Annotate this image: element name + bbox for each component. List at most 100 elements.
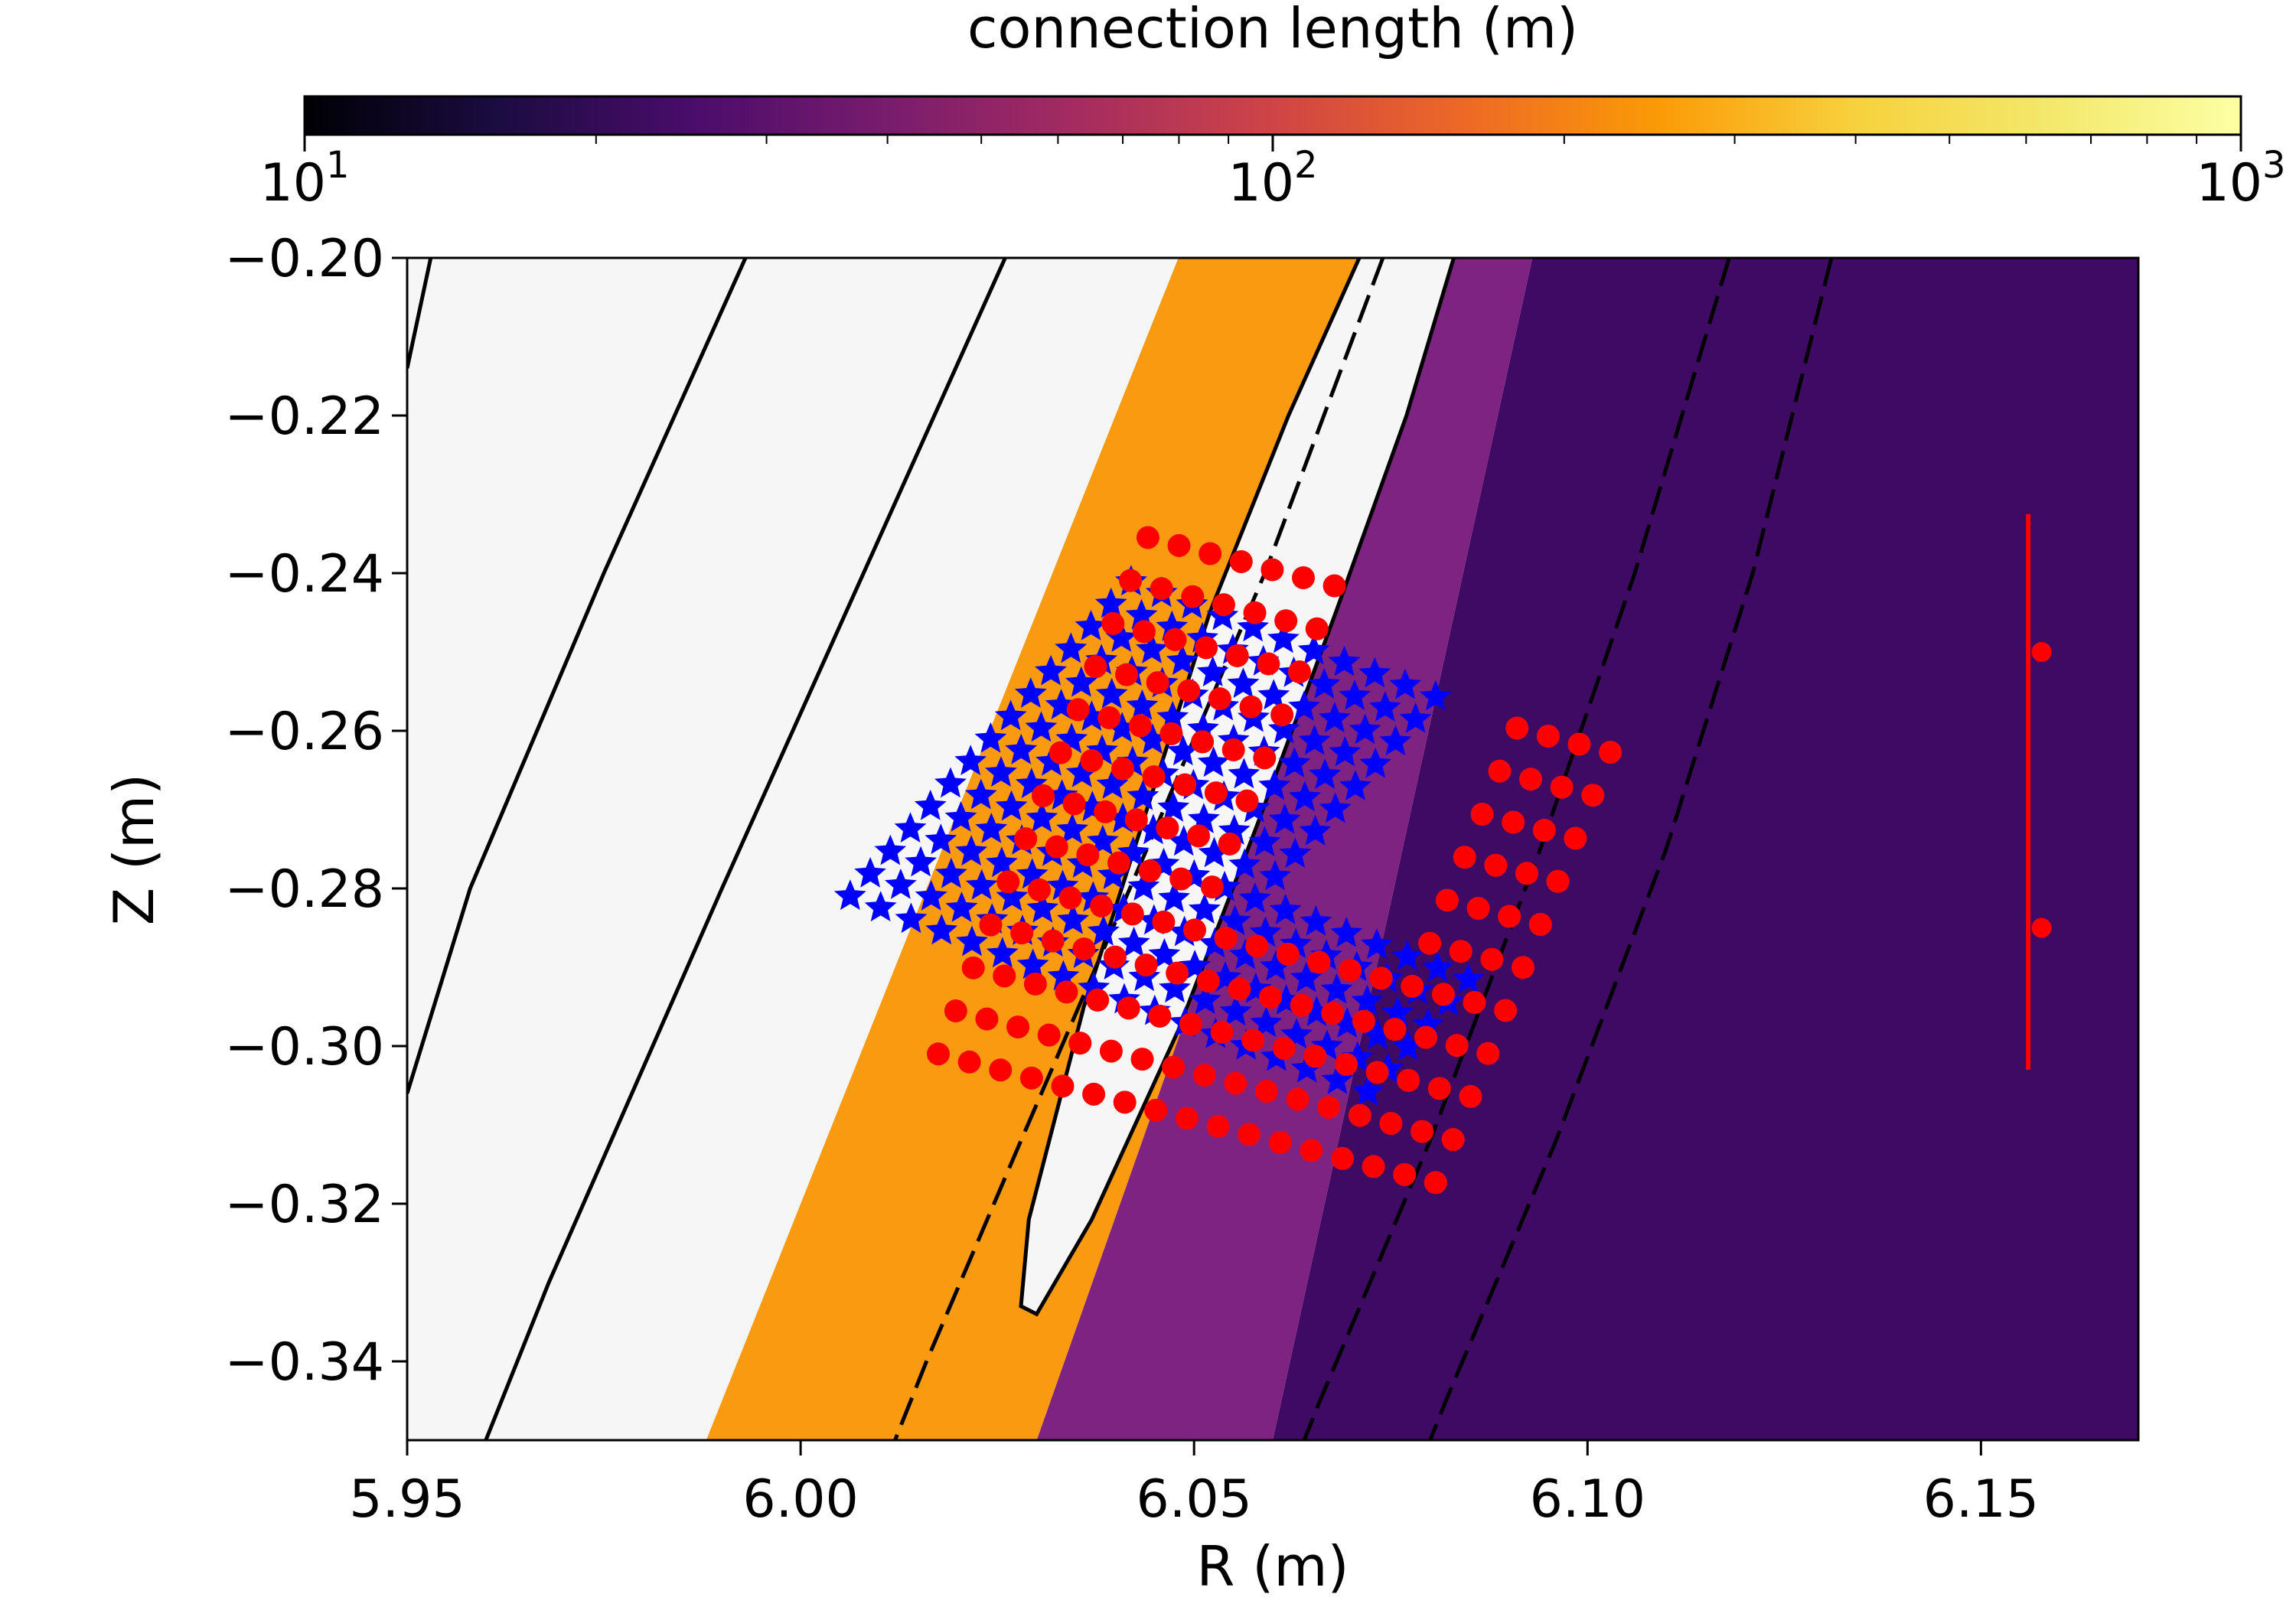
dot-marker <box>1167 533 1191 557</box>
star-marker <box>1297 634 1330 665</box>
dot-marker <box>1152 910 1176 934</box>
star-marker <box>956 925 988 957</box>
dot-marker <box>1208 687 1231 711</box>
dot-marker <box>1037 1023 1061 1047</box>
dot-marker <box>1210 1020 1234 1044</box>
dot-marker <box>1072 937 1096 961</box>
dot-marker <box>1134 953 1158 977</box>
dot-marker <box>1229 549 1253 573</box>
star-marker <box>945 892 978 922</box>
star-marker <box>1391 1030 1424 1061</box>
colorbar-tick-label: 103 <box>2196 144 2285 214</box>
dot-marker <box>1179 1012 1202 1036</box>
star-marker <box>944 800 977 832</box>
star-marker <box>1026 892 1059 923</box>
star-marker <box>1319 792 1352 823</box>
star-marker <box>1166 644 1199 675</box>
dot-marker <box>1228 977 1251 1001</box>
dot-marker <box>1101 611 1125 635</box>
star-marker <box>1016 948 1049 980</box>
star-marker <box>1237 611 1269 642</box>
star-marker <box>925 823 957 855</box>
y-tick-label: −0.20 <box>225 229 384 289</box>
marker-layer <box>833 513 2052 1195</box>
star-marker <box>1189 983 1221 1015</box>
star-marker <box>1097 859 1130 889</box>
dot-marker <box>1103 945 1127 969</box>
dot-marker <box>1317 1096 1341 1120</box>
dot-marker <box>1348 1103 1371 1127</box>
dot-marker <box>1567 732 1591 756</box>
star-marker <box>1136 633 1168 663</box>
dot-marker <box>1224 1071 1247 1095</box>
star-marker <box>1349 713 1381 745</box>
dot-marker <box>1546 869 1570 893</box>
dot-marker <box>1550 775 1574 799</box>
star-marker <box>1368 691 1401 722</box>
star-marker <box>1321 1063 1354 1094</box>
colorbar-label: connection length (m) <box>967 0 1578 60</box>
star-marker <box>915 880 947 911</box>
colorbar-tick-label: 102 <box>1228 144 1317 214</box>
dot-marker <box>1445 1034 1469 1058</box>
star-marker <box>1095 677 1128 709</box>
star-marker <box>895 902 928 934</box>
dot-marker <box>1414 1025 1438 1049</box>
dot-marker <box>1068 1032 1092 1055</box>
star-marker <box>1339 770 1371 800</box>
dot-marker <box>979 913 1003 937</box>
star-marker <box>964 778 997 810</box>
dot-marker <box>1150 577 1173 601</box>
star-marker <box>1127 780 1159 810</box>
dot-marker <box>1010 921 1034 945</box>
dot-marker <box>1238 1123 1261 1146</box>
star-marker <box>1300 905 1332 936</box>
dot-marker <box>1393 1162 1417 1186</box>
dot-marker <box>1120 902 1144 926</box>
star-marker <box>1289 781 1321 812</box>
star-marker <box>1339 680 1371 710</box>
dot-marker <box>1166 961 1189 985</box>
star-marker <box>1358 657 1391 688</box>
star-marker <box>1328 645 1361 676</box>
y-tick-label: −0.24 <box>225 544 384 605</box>
dot-marker <box>1379 1112 1403 1136</box>
reference-point <box>2031 642 2052 662</box>
dot-marker <box>1206 1114 1230 1138</box>
dot-marker <box>1519 768 1543 791</box>
star-marker <box>1399 702 1432 733</box>
x-tick-label: 6.05 <box>1136 1469 1251 1530</box>
dot-marker <box>1581 784 1605 807</box>
dot-marker <box>1463 990 1486 1014</box>
dot-marker <box>1498 905 1521 928</box>
star-marker <box>975 813 1008 843</box>
x-axis-label: R (m) <box>1196 1534 1349 1599</box>
dot-marker <box>957 1050 981 1074</box>
dot-marker <box>1142 765 1166 789</box>
star-marker <box>1229 938 1262 970</box>
dot-marker <box>1502 810 1525 834</box>
y-axis-ticks: −0.20 −0.22 −0.24 −0.26 −0.28 −0.30 −0.32 −0.34 <box>225 229 407 1393</box>
star-marker <box>1188 893 1221 924</box>
star-marker <box>1065 756 1098 787</box>
dot-marker <box>993 964 1016 988</box>
dot-marker <box>1124 808 1148 832</box>
dot-marker <box>1113 1090 1137 1114</box>
dot-marker <box>1200 875 1224 899</box>
region-short-connection <box>1273 258 2138 1440</box>
star-marker <box>864 891 897 922</box>
dot-marker <box>1536 725 1560 748</box>
dot-marker <box>1097 706 1121 729</box>
dot-marker <box>1111 757 1135 781</box>
dot-marker <box>1303 1045 1327 1068</box>
dot-marker <box>1144 1098 1168 1122</box>
star-marker <box>925 914 958 945</box>
dot-marker <box>1254 1080 1278 1103</box>
dot-marker <box>1505 716 1529 740</box>
dot-marker <box>1169 867 1193 891</box>
star-marker <box>1117 926 1150 957</box>
star-marker <box>955 835 987 866</box>
star-marker <box>1318 702 1351 733</box>
dot-marker <box>996 870 1020 894</box>
dot-marker <box>1305 617 1329 641</box>
